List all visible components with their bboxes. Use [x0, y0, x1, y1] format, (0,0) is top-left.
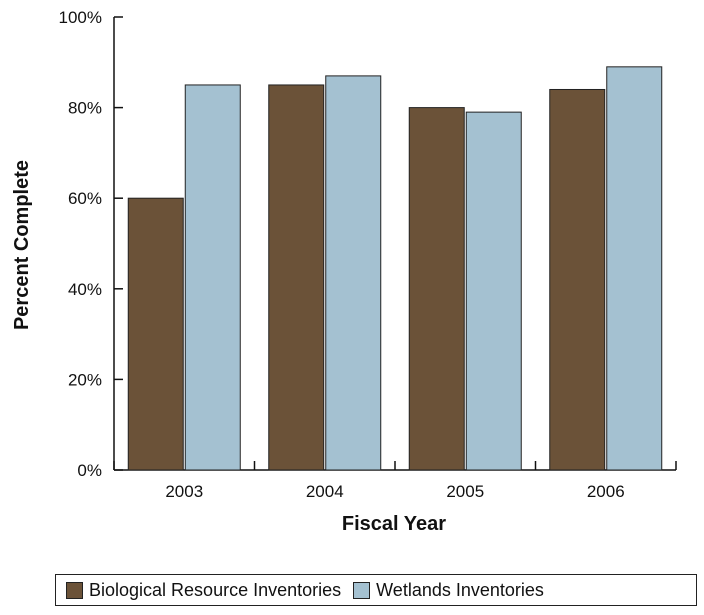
- legend: Biological Resource Inventories Wetlands…: [55, 574, 697, 606]
- bars: [127, 66, 663, 471]
- legend-label-biological: Biological Resource Inventories: [89, 579, 342, 600]
- bar-biological-2004: [268, 84, 325, 471]
- y-tick-label: 20%: [68, 370, 102, 389]
- y-tick-label: 80%: [68, 99, 102, 118]
- y-tick-label: 100%: [59, 8, 102, 27]
- y-tick-label: 40%: [68, 280, 102, 299]
- y-tick-label: 0%: [77, 461, 102, 480]
- y-tick-label: 60%: [68, 189, 102, 208]
- bar-wetlands-2005: [465, 111, 522, 471]
- x-tick-label: 2003: [165, 482, 203, 501]
- x-tick-label: 2006: [587, 482, 625, 501]
- bar-wetlands-2004: [325, 75, 382, 471]
- y-axis-title: Percent Complete: [11, 160, 33, 330]
- legend-item-wetlands: Wetlands Inventories: [353, 580, 544, 601]
- bar-biological-2003: [127, 197, 184, 471]
- x-axis: 2003 2004 2005 2006: [113, 461, 677, 501]
- bar-wetlands-2006: [606, 66, 663, 471]
- bar-biological-2005: [408, 107, 465, 471]
- x-tick-label: 2005: [446, 482, 484, 501]
- x-tick-label: 2004: [306, 482, 344, 501]
- legend-swatch-biological: [66, 581, 83, 599]
- legend-item-biological: Biological Resource Inventories: [66, 580, 341, 601]
- legend-label-wetlands: Wetlands Inventories: [376, 579, 544, 600]
- bar-wetlands-2003: [184, 84, 241, 471]
- bar-chart: 0% 20% 40% 60% 80% 100% 2003 2004 2005 2006 Fisc…: [11, 8, 677, 535]
- bar-biological-2006: [549, 88, 606, 471]
- legend-swatch-wetlands: [353, 581, 371, 599]
- x-axis-title: Fiscal Year: [342, 513, 446, 535]
- y-axis: 0% 20% 40% 60% 80% 100%: [59, 8, 123, 480]
